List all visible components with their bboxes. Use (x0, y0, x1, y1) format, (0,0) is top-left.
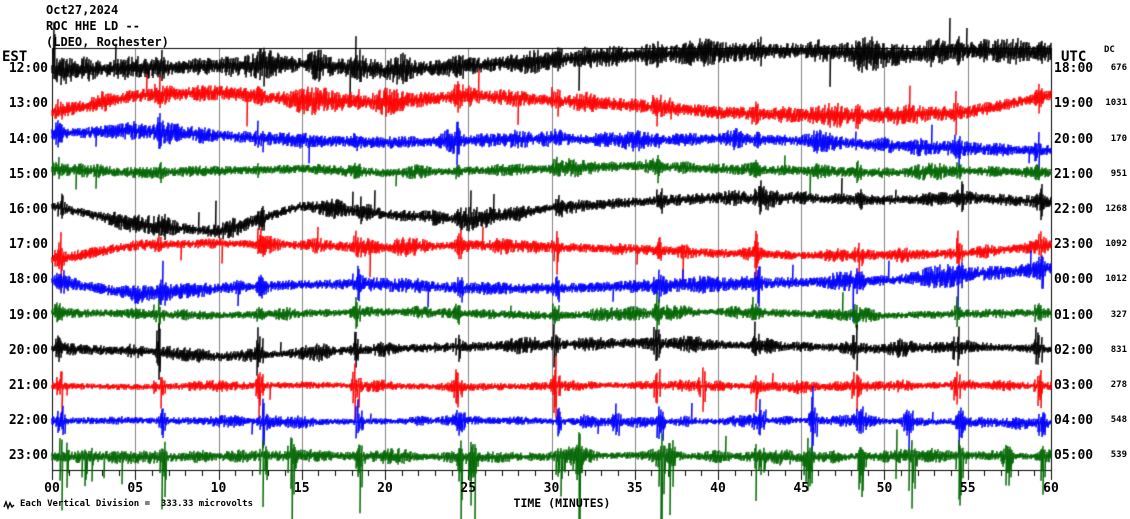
dc-value-label: 327 (1110, 309, 1127, 320)
est-time-label: 12:00 (8, 61, 48, 77)
dc-axis-title: DC (1104, 45, 1115, 55)
x-tick-label: 50 (876, 481, 893, 496)
dc-value-label: 170 (1110, 133, 1127, 144)
est-time-label: 13:00 (8, 96, 48, 112)
x-tick-label: 00 (44, 481, 60, 496)
x-tick-label: 35 (626, 481, 643, 496)
x-tick-label: 60 (1043, 481, 1059, 496)
date-label: Oct27,2024 (46, 3, 119, 17)
x-tick-label: 10 (210, 481, 227, 496)
utc-time-label: 22:00 (1054, 202, 1094, 217)
x-tick-label: 20 (377, 481, 393, 496)
dc-value-label: 1268 (1105, 204, 1127, 214)
est-time-label: 15:00 (8, 166, 48, 182)
dc-value-label: 676 (1110, 63, 1127, 74)
utc-time-label: 04:00 (1054, 413, 1094, 429)
est-time-label: 22:00 (8, 413, 48, 429)
est-time-label: 21:00 (8, 378, 48, 393)
est-time-label: 17:00 (8, 237, 48, 253)
dc-value-label: 1012 (1105, 274, 1127, 285)
est-time-label: 14:00 (8, 131, 48, 147)
utc-time-label: 02:00 (1054, 342, 1094, 358)
x-tick-label: 15 (293, 481, 310, 496)
dc-value-label: 278 (1110, 380, 1127, 390)
dc-value-label: 831 (1110, 344, 1127, 355)
dc-value-label: 539 (1110, 450, 1127, 461)
mini-waveform-icon (3, 500, 15, 510)
utc-time-label: 18:00 (1054, 61, 1094, 77)
station-label: ROC HHE LD -- (46, 19, 140, 33)
utc-time-label: 05:00 (1054, 448, 1094, 464)
est-time-label: 23:00 (8, 448, 48, 464)
utc-time-label: 19:00 (1054, 96, 1094, 112)
est-axis-title: EST (2, 49, 28, 65)
dc-value-label: 1031 (1105, 98, 1127, 109)
dc-value-label: 548 (1110, 415, 1127, 426)
x-tick-label: 40 (710, 481, 726, 496)
time-axis-title: TIME (MINUTES) (513, 496, 611, 510)
est-time-label: 16:00 (8, 202, 48, 217)
est-time-label: 20:00 (8, 342, 48, 358)
utc-time-label: 00:00 (1054, 272, 1094, 288)
x-tick-label: 45 (793, 481, 810, 496)
utc-time-label: 03:00 (1054, 378, 1094, 393)
x-tick-label: 25 (460, 481, 477, 496)
x-tick-label: 30 (543, 481, 560, 496)
est-time-label: 19:00 (8, 307, 48, 323)
utc-time-label: 23:00 (1054, 237, 1094, 253)
dc-value-label: 1092 (1105, 239, 1127, 250)
dc-value-label: 951 (1110, 168, 1127, 179)
scale-note: Each Vertical Division = 333.33 microvol… (20, 499, 253, 509)
utc-time-label: 01:00 (1054, 307, 1094, 323)
network-label: (LDEO, Rochester) (46, 35, 169, 49)
x-tick-label: 55 (959, 481, 976, 496)
utc-time-label: 21:00 (1054, 166, 1094, 182)
est-time-label: 18:00 (8, 272, 48, 288)
x-tick-label: 05 (127, 481, 144, 496)
utc-time-label: 20:00 (1054, 131, 1094, 147)
utc-axis-title: UTC (1061, 49, 1087, 65)
